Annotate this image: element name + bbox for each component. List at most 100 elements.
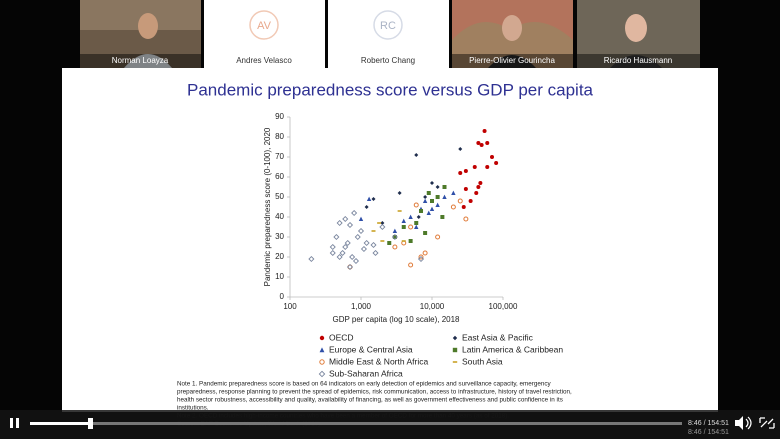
point xyxy=(413,202,419,208)
point xyxy=(391,233,398,241)
seek-track xyxy=(30,422,682,425)
point xyxy=(342,215,349,223)
legend: OECD East Asia & Pacific Europe & Central … xyxy=(318,332,563,378)
y-tick-label: 10 xyxy=(275,272,284,281)
point xyxy=(342,243,349,251)
volume-icon xyxy=(735,416,743,430)
participant-name: Pierre-Olivier Gourincha xyxy=(469,56,555,65)
y-axis-label: Pandemic preparedness score (0-100), 202… xyxy=(263,127,272,286)
point xyxy=(379,223,386,231)
y-tick-label: 50 xyxy=(275,192,284,201)
point xyxy=(336,219,343,227)
point xyxy=(366,196,372,201)
point xyxy=(435,195,440,199)
point xyxy=(344,239,351,247)
shirt xyxy=(610,55,662,68)
point xyxy=(423,195,428,199)
legend-marker xyxy=(318,370,326,378)
face xyxy=(625,14,647,42)
face xyxy=(138,13,158,39)
chart-title: Pandemic preparedness score versus GDP p… xyxy=(187,80,594,99)
point xyxy=(363,239,370,247)
seek-handle xyxy=(88,418,93,429)
point xyxy=(339,249,346,257)
name-bar xyxy=(452,54,573,68)
avatar xyxy=(373,10,403,40)
point xyxy=(380,240,385,242)
slide xyxy=(62,68,718,412)
point xyxy=(494,161,499,165)
legend-label: Sub-Saharan Africa xyxy=(329,368,403,378)
y-tick-label: 20 xyxy=(275,252,284,261)
legend-label: South Asia xyxy=(462,356,503,366)
point xyxy=(426,191,431,195)
volume-button[interactable] xyxy=(735,416,752,430)
seek-bar[interactable] xyxy=(30,418,682,429)
y-tick-label: 0 xyxy=(280,292,285,301)
note-line: Note 1. Pandemic preparedness score is b… xyxy=(177,381,552,388)
point xyxy=(380,221,385,225)
point xyxy=(482,129,487,133)
point xyxy=(478,181,483,185)
participant-name: Andres Velasco xyxy=(236,56,292,65)
point xyxy=(440,215,445,219)
legend-label: Europe & Central Asia xyxy=(329,344,413,354)
point xyxy=(423,231,428,235)
point xyxy=(377,222,382,224)
point xyxy=(490,155,495,159)
legend-label: Latin America & Caribbean xyxy=(462,344,563,354)
legend-marker xyxy=(319,359,325,365)
point xyxy=(468,199,473,203)
participant-name: Ricardo Hausmann xyxy=(604,56,672,65)
point xyxy=(370,241,377,249)
point xyxy=(417,255,425,263)
point xyxy=(357,227,365,235)
point xyxy=(458,171,463,175)
point xyxy=(418,254,424,260)
legend-label: East Asia & Pacific xyxy=(462,332,534,342)
point xyxy=(387,241,392,245)
point xyxy=(463,169,468,173)
point xyxy=(485,141,490,145)
legend-marker xyxy=(319,347,325,353)
point xyxy=(476,141,481,145)
video-tile: AV Andres Velasco xyxy=(204,0,325,68)
pause-button[interactable] xyxy=(10,418,19,428)
y-tick-label: 40 xyxy=(275,212,284,221)
avatar-initials: RC xyxy=(380,20,396,32)
fullscreen-button[interactable] xyxy=(759,417,775,429)
point xyxy=(463,187,468,191)
point xyxy=(474,191,479,195)
avatar-initials: AV xyxy=(257,20,272,32)
point xyxy=(371,197,376,201)
point xyxy=(408,239,413,243)
x-tick-label: 10,000 xyxy=(420,302,445,311)
point xyxy=(442,185,447,189)
point xyxy=(346,221,354,229)
point xyxy=(419,209,424,213)
point xyxy=(397,191,402,195)
point xyxy=(401,225,406,229)
point xyxy=(372,249,379,257)
point xyxy=(479,143,484,147)
video-tile: RC Roberto Chang xyxy=(328,0,449,68)
point xyxy=(364,205,369,209)
participant-name: Norman Loayza xyxy=(112,56,169,65)
x-tick-label: 1,000 xyxy=(351,302,372,311)
point xyxy=(435,185,440,189)
name-bar xyxy=(577,54,700,68)
time-display: 8:46 / 154:51 xyxy=(688,420,729,427)
pause-icon xyxy=(16,418,19,428)
point xyxy=(408,262,414,268)
face xyxy=(502,15,522,41)
legend-marker xyxy=(452,347,458,353)
plot-area: 0 10 20 30 40 50 60 70 80 90 100 1,000 10,000 100,000 xyxy=(275,112,518,311)
note-line: preparedness, response planning to preve… xyxy=(177,389,572,396)
y-tick-label: 60 xyxy=(275,172,284,181)
point xyxy=(414,153,419,157)
point xyxy=(397,210,402,212)
pause-icon xyxy=(10,418,13,428)
point xyxy=(351,209,358,217)
point xyxy=(430,181,434,185)
